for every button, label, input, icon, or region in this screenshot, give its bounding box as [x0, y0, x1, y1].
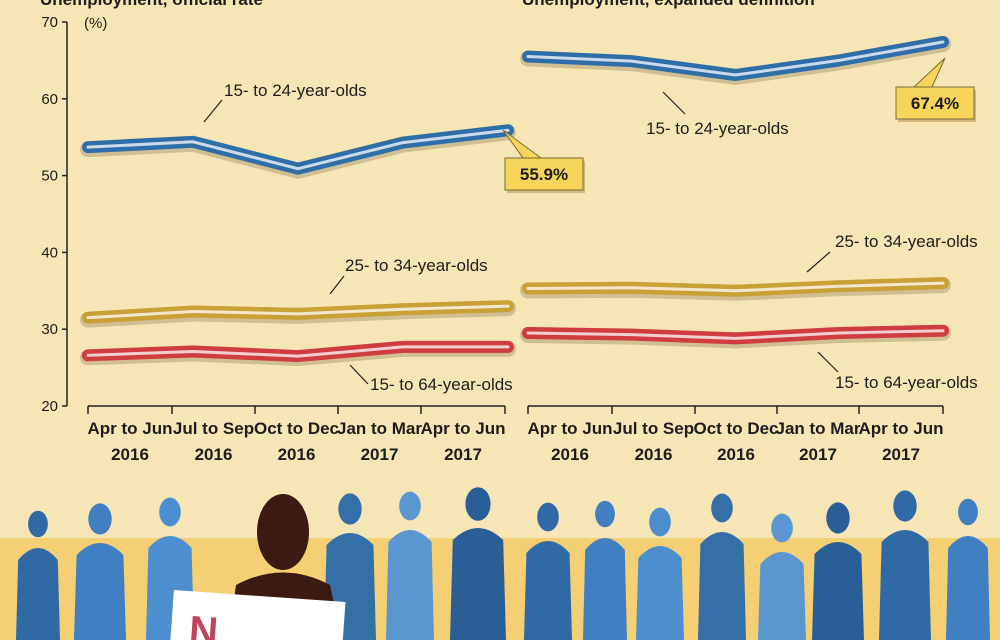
x-tick-year: 2016 — [551, 445, 589, 464]
x-tick-label: Oct to Dec — [693, 419, 778, 438]
panel-2-title: Unemployment, expanded definition — [522, 0, 815, 9]
person-head-dark — [257, 494, 309, 570]
person-head — [649, 507, 671, 537]
x-tick-year: 2016 — [717, 445, 755, 464]
callout-value: 67.4% — [911, 94, 959, 113]
y-axis-unit: (%) — [84, 15, 107, 32]
person-body — [386, 530, 434, 640]
x-tick-label: Apr to Jun — [421, 419, 506, 438]
person-head — [595, 500, 615, 528]
x-tick-label: Jan to Mar — [775, 419, 860, 438]
panel-official-rate: Apr to Jun 2016 Jul to Sep 2016 Oct to Dec 20… — [80, 81, 585, 464]
y-tick-label: 20 — [41, 398, 58, 415]
y-tick-label: 40 — [41, 244, 58, 261]
series-label: 15- to 64-year-olds — [835, 373, 978, 392]
person-body — [583, 538, 627, 640]
callout-value: 55.9% — [520, 165, 568, 184]
x-tick-label: Apr to Jun — [528, 419, 613, 438]
crowd-silhouettes: N — [16, 487, 990, 640]
person-body — [636, 546, 684, 640]
x-tick-label: Oct to Dec — [254, 419, 339, 438]
callout-pointer — [502, 129, 543, 159]
x-tick-label: Apr to Jun — [88, 419, 173, 438]
series-label: 15- to 24-year-olds — [224, 81, 367, 100]
panel-1-title: Unemployment, official rate — [40, 0, 263, 9]
person-head — [893, 490, 917, 522]
person-body — [758, 552, 806, 640]
person-head — [826, 502, 850, 534]
label-leader-line — [349, 364, 369, 385]
protest-sign — [169, 590, 346, 640]
person-body — [946, 536, 990, 640]
label-leader-line — [662, 91, 686, 115]
callout-pointer — [912, 57, 946, 88]
label-leader-line — [203, 99, 223, 123]
y-tick-label: 60 — [41, 91, 58, 108]
series-label: 15- to 24-year-olds — [646, 119, 789, 138]
callout-box — [895, 86, 975, 120]
series-line — [82, 124, 514, 175]
x-tick-year: 2017 — [882, 445, 920, 464]
person-body — [524, 541, 572, 640]
person-body — [698, 532, 746, 640]
y-tick-label: 70 — [41, 14, 58, 31]
person-body — [812, 542, 864, 640]
label-leader-line — [806, 251, 831, 273]
x-tick-label: Jul to Sep — [173, 419, 254, 438]
x-tick-year: 2017 — [361, 445, 399, 464]
person-body — [879, 530, 931, 640]
series-label: 25- to 34-year-olds — [345, 256, 488, 275]
person-head — [465, 487, 491, 521]
person-head — [159, 497, 181, 527]
x-tick-year: 2016 — [635, 445, 673, 464]
sign-text: N — [188, 608, 220, 640]
y-ticks: 70 60 50 40 30 20 — [41, 14, 67, 415]
person-head — [338, 493, 362, 525]
x-tick-year: 2016 — [111, 445, 149, 464]
person-body — [74, 543, 126, 640]
x-tick-label: Apr to Jun — [859, 419, 944, 438]
callout-box — [504, 157, 584, 191]
x-tick-year: 2016 — [278, 445, 316, 464]
person-head — [537, 502, 559, 532]
x-tick-year: 2017 — [799, 445, 837, 464]
person-head — [399, 491, 421, 521]
person-head — [88, 503, 112, 535]
person-body — [16, 548, 60, 640]
person-head — [28, 510, 48, 538]
panel-expanded-definition: Apr to Jun 2016 Jul to Sep 2016 Oct to Dec 20… — [520, 35, 978, 464]
label-leader-line — [329, 275, 345, 295]
person-head — [771, 513, 793, 543]
label-leader-line — [817, 351, 839, 373]
person-body — [450, 528, 506, 640]
person-head — [958, 498, 978, 526]
person-head — [711, 493, 733, 523]
series-label: 25- to 34-year-olds — [835, 232, 978, 251]
series-label: 15- to 64-year-olds — [370, 375, 513, 394]
x-tick-year: 2017 — [444, 445, 482, 464]
x-tick-label: Jan to Mar — [337, 419, 422, 438]
y-tick-label: 50 — [41, 168, 58, 185]
y-tick-label: 30 — [41, 321, 58, 338]
x-tick-year: 2016 — [195, 445, 233, 464]
x-tick-label: Jul to Sep — [613, 419, 694, 438]
